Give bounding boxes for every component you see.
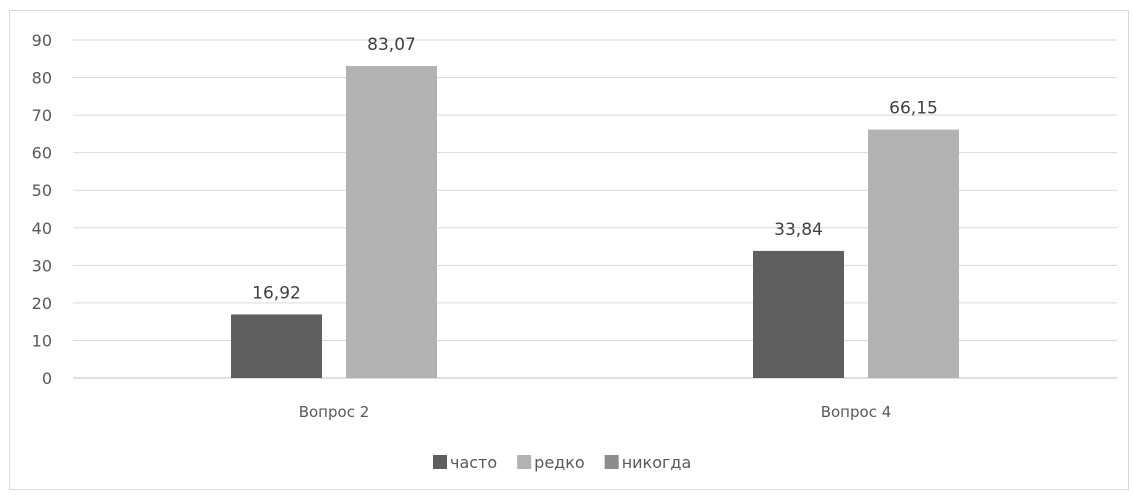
legend-label: редко (534, 453, 585, 472)
y-tick-label: 40 (32, 219, 52, 238)
y-tick-label: 90 (32, 31, 52, 50)
category-label: Вопрос 2 (299, 403, 370, 421)
y-tick-label: 50 (32, 181, 52, 200)
x-axis-categories: Вопрос 2 Вопрос 4 (299, 403, 892, 421)
legend-label: никогда (622, 453, 692, 472)
bar-редко-0 (346, 66, 437, 378)
y-tick-label: 20 (32, 294, 52, 313)
data-label: 16,92 (252, 283, 301, 303)
legend-swatch (433, 455, 447, 469)
bar-часто-1 (753, 250, 844, 378)
y-axis-ticks: 0 10 20 30 40 50 60 70 80 90 (32, 31, 52, 388)
y-tick-label: 60 (32, 144, 52, 163)
data-label: 83,07 (367, 35, 416, 55)
bar-часто-0 (231, 314, 322, 378)
legend-swatch (517, 455, 532, 469)
data-label: 66,15 (889, 99, 938, 119)
legend: часто редко никогда (433, 453, 691, 472)
category-label: Вопрос 4 (821, 403, 892, 421)
bar-редко-1 (868, 129, 959, 378)
y-tick-label: 70 (32, 106, 52, 125)
data-label: 33,84 (774, 220, 823, 240)
bars (231, 66, 959, 378)
legend-item-часто: часто (433, 453, 497, 472)
legend-item-редко: редко (517, 453, 585, 472)
y-tick-label: 30 (32, 256, 52, 275)
legend-label: часто (450, 453, 497, 472)
y-tick-label: 80 (32, 69, 52, 88)
y-tick-label: 0 (42, 369, 52, 388)
legend-item-никогда: никогда (604, 453, 692, 472)
grid-lines (73, 39, 1117, 379)
y-tick-label: 10 (32, 331, 52, 350)
data-labels: 16,92 83,07 33,84 66,15 (252, 35, 938, 303)
legend-swatch (604, 455, 619, 469)
